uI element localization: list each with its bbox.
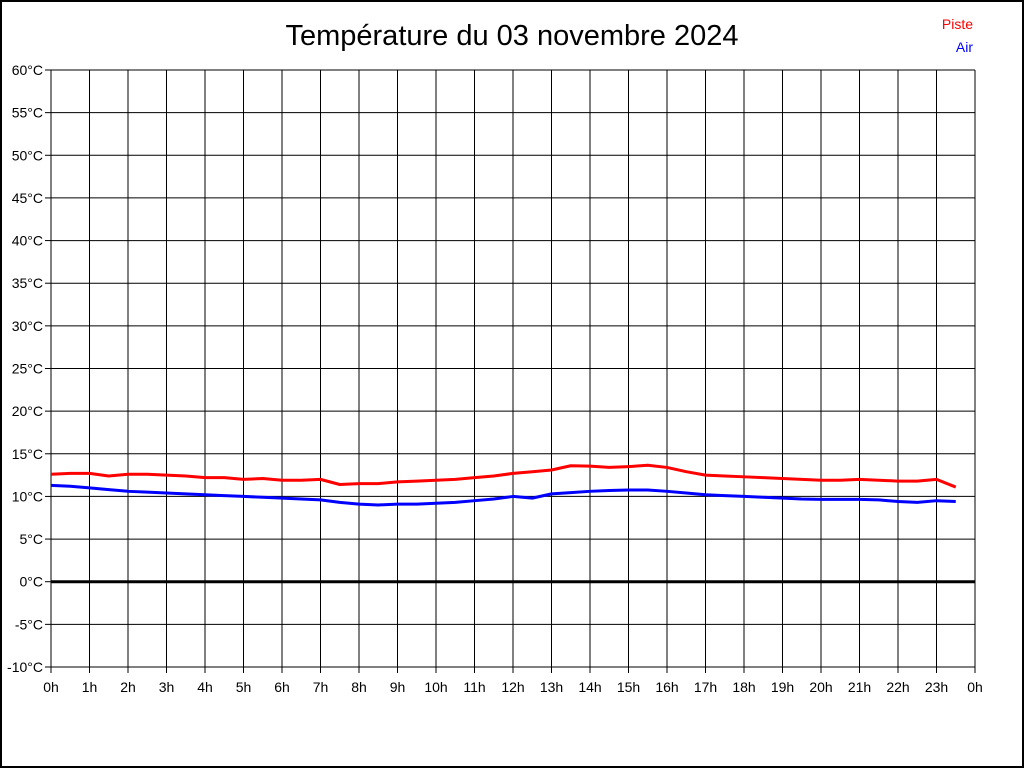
x-tick-label: 3h [159,679,175,695]
x-tick-label: 5h [236,679,252,695]
y-tick-label: 30°C [12,318,43,334]
x-tick-label: 2h [120,679,136,695]
y-tick-label: 15°C [12,446,43,462]
x-tick-label: 10h [424,679,447,695]
x-tick-label: 19h [771,679,794,695]
y-tick-label: 40°C [12,233,43,249]
x-tick-label: 7h [313,679,329,695]
chart-title: Température du 03 novembre 2024 [285,20,739,52]
legend: Piste Air [942,13,973,59]
y-tick-label: 25°C [12,361,43,377]
legend-item-air: Air [955,39,973,55]
x-tick-label: 4h [197,679,213,695]
y-tick-label: -5°C [15,616,43,632]
x-tick-label: 20h [809,679,832,695]
y-tick-label: 55°C [12,105,43,121]
legend-item-piste: Piste [941,16,973,32]
x-tick-label: 18h [732,679,755,695]
y-tick-label: 60°C [12,62,43,78]
y-tick-label: 45°C [12,190,43,206]
y-tick-label: 5°C [20,531,44,547]
air-line [50,483,956,507]
x-tick-label: 17h [694,679,717,695]
x-tick-label: 21h [848,679,871,695]
y-tick-label: 0°C [20,574,44,590]
x-tick-label: 16h [655,679,678,695]
x-tick-label: 0h [967,679,983,695]
x-tick-label: 8h [351,679,367,695]
x-tick-label: 13h [540,679,563,695]
y-tick-label: 35°C [12,275,43,291]
x-tick-label: 14h [578,679,601,695]
x-tick-label: 1h [82,679,98,695]
y-tick-label: 50°C [12,147,43,163]
x-tick-label: 9h [390,679,406,695]
x-tick-label: 12h [501,679,524,695]
x-tick-label: 0h [43,679,59,695]
x-tick-label: 6h [274,679,290,695]
x-tick-label: 23h [925,679,948,695]
piste-line [50,463,957,489]
y-tick-label: 20°C [12,403,43,419]
x-tick-label: 22h [886,679,909,695]
y-tick-label: 10°C [12,488,43,504]
x-tick-label: 15h [617,679,640,695]
y-tick-label: -10°C [7,659,43,675]
x-tick-label: 11h [463,679,485,695]
